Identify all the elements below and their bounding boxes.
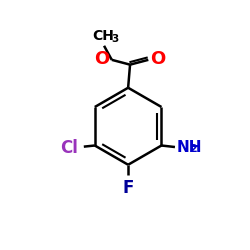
Text: O: O [94, 50, 110, 68]
Text: O: O [150, 50, 166, 68]
Text: Cl: Cl [60, 139, 78, 157]
Text: F: F [122, 179, 134, 197]
Text: NH: NH [177, 140, 202, 154]
Text: CH: CH [92, 28, 114, 42]
Text: 3: 3 [111, 34, 118, 44]
Text: 2: 2 [189, 144, 196, 154]
